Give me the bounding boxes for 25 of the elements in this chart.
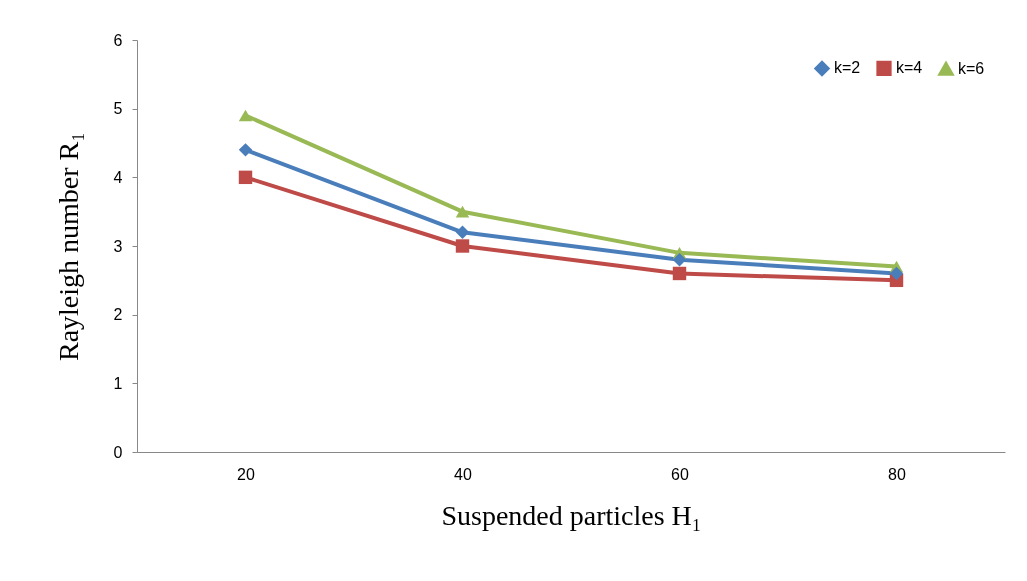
- point: [672, 253, 687, 267]
- point: [455, 205, 470, 218]
- point: [889, 266, 904, 281]
- x-tick-label: 80: [888, 465, 906, 483]
- point: [455, 239, 470, 253]
- point: [455, 225, 470, 239]
- x-tick-label: 20: [237, 465, 255, 483]
- y-axis-title: Rayleigh number R₁: [52, 131, 84, 362]
- point: [672, 266, 687, 281]
- point: [238, 109, 253, 122]
- legend-label: k=6: [958, 59, 985, 77]
- legend-label: k=4: [896, 59, 923, 77]
- point: [238, 143, 253, 157]
- y-tick-label: 2: [113, 306, 123, 324]
- x-tick-label: 60: [671, 465, 689, 483]
- y-tick-label: 5: [113, 100, 123, 118]
- y-tick-label: 4: [113, 168, 123, 186]
- x-tick-label: 40: [454, 465, 472, 483]
- point: [238, 170, 253, 185]
- legend-label: k=2: [834, 59, 861, 77]
- x-axis-title: Suspended particles H₁: [441, 499, 702, 531]
- y-tick-label: 6: [113, 31, 123, 49]
- y-tick-label: 3: [113, 237, 123, 255]
- y-tick-label: 1: [113, 374, 123, 392]
- y-tick-label: 0: [113, 443, 123, 461]
